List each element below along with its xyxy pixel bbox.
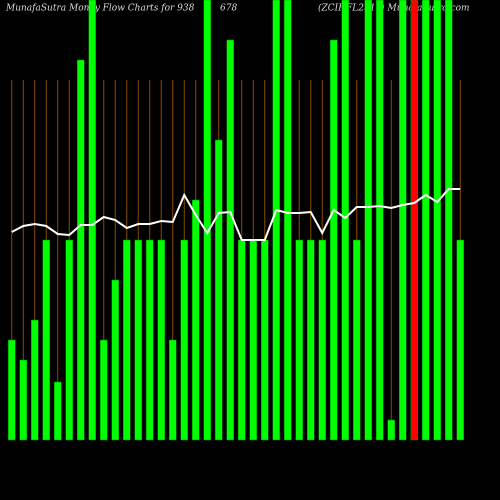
bar [77,59,85,441]
bar [272,0,280,441]
line [11,188,461,241]
bar [307,239,315,441]
bar [249,239,257,441]
bar [54,381,62,441]
chart-title-symbol: (ZCIHFL2516) MunafaSutra.com [318,3,470,14]
bar [111,279,119,441]
bar [157,239,165,441]
bar [364,0,372,441]
bar [399,0,407,441]
bar [238,239,246,441]
bar [295,239,303,441]
bar [226,39,234,441]
chart-title: MunafaSutra Money Flow Charts for 938 [5,4,195,14]
bar [203,0,211,441]
bar [180,239,188,441]
bar [387,419,395,441]
bar [146,239,154,441]
chart-title-code: 678 [220,4,237,14]
bar [445,0,453,441]
bar [134,239,142,441]
bar [169,339,177,441]
bar [410,0,418,441]
bar [284,0,292,441]
bar [341,0,349,441]
bar [422,0,430,441]
bar [330,39,338,441]
bar [42,239,50,441]
bar [88,0,96,441]
bar [19,359,27,441]
bar [65,239,73,441]
bar [215,139,223,441]
bar [376,0,384,441]
bar [318,239,326,441]
bar [433,0,441,441]
bar [100,339,108,441]
bar [8,339,16,441]
bar [192,199,200,441]
bar [456,239,464,441]
bar [353,239,361,441]
bar [123,239,131,441]
bar [31,319,39,441]
bar [261,239,269,441]
